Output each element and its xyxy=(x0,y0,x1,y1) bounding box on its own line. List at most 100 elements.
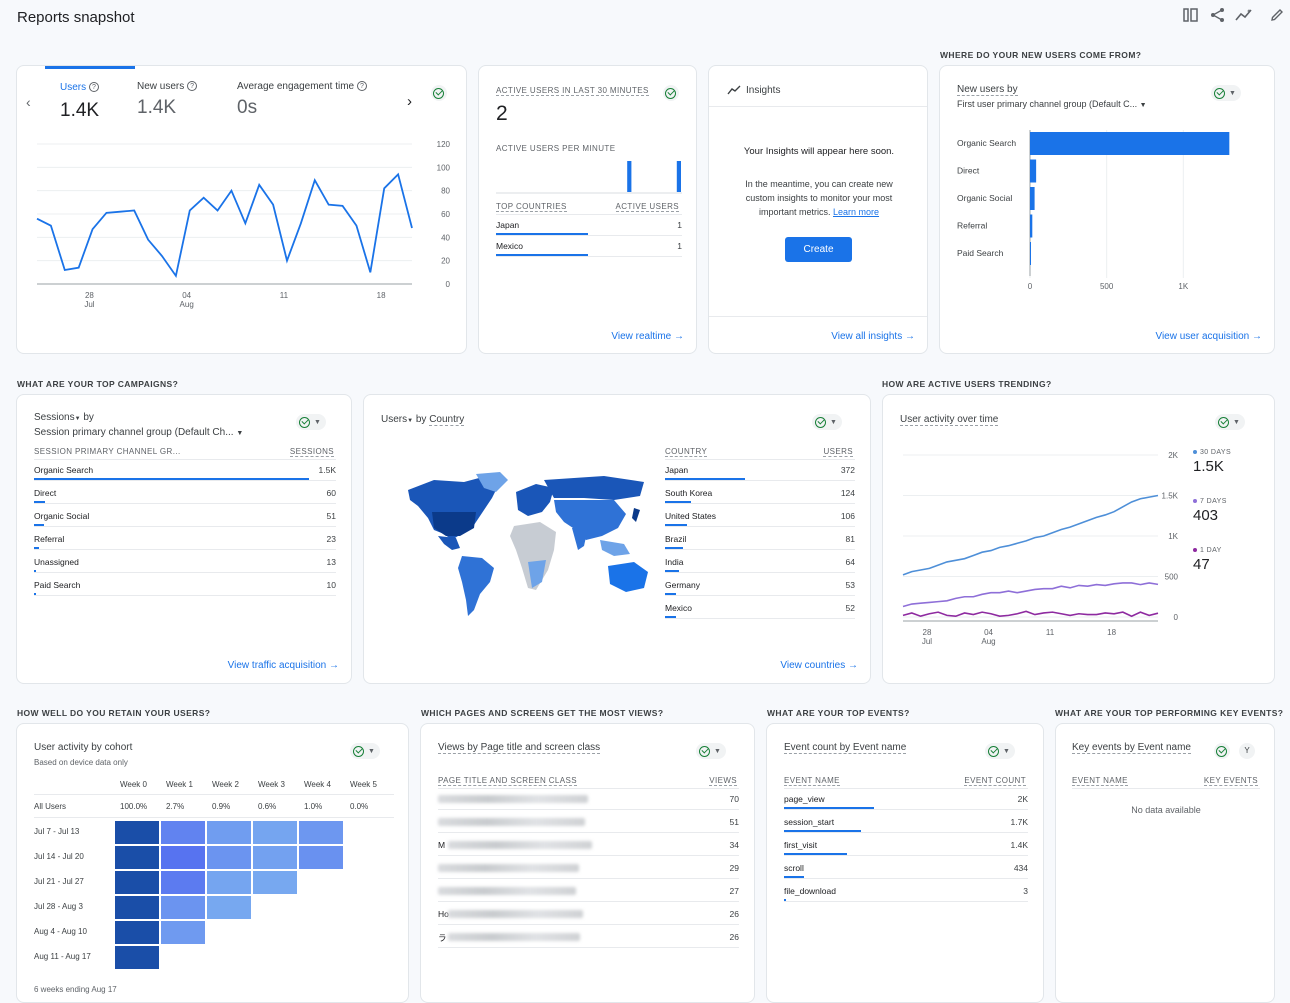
row-bar xyxy=(34,593,36,595)
y-tick-label: 1K xyxy=(1168,532,1178,541)
cohort-footer: 6 weeks ending Aug 17 xyxy=(34,985,117,994)
cohort-cell[interactable] xyxy=(115,821,159,844)
pages-title: Views by Page title and screen class xyxy=(438,742,601,754)
all-users-label: All Users xyxy=(34,802,67,811)
events-title: Event count by Event name xyxy=(784,742,907,754)
view-all-insights-link[interactable]: View all insights → xyxy=(831,331,915,342)
row-divider xyxy=(784,878,1028,879)
view-countries-link[interactable]: View countries → xyxy=(780,660,858,671)
all-users-value: 0.6% xyxy=(258,802,277,811)
row-value: 2K xyxy=(1017,794,1028,804)
check-status-button[interactable]: ▼ xyxy=(696,743,726,759)
create-insight-button[interactable]: Create xyxy=(785,237,852,262)
help-icon: ? xyxy=(187,81,198,92)
cohort-cell[interactable] xyxy=(253,846,297,869)
row-bar xyxy=(784,830,861,832)
learn-more-link[interactable]: Learn more xyxy=(833,207,880,217)
edit-icon[interactable] xyxy=(1270,8,1284,22)
cohort-cell[interactable] xyxy=(253,821,297,844)
per-minute-bar-chart xyxy=(496,161,682,194)
row-divider xyxy=(34,503,336,504)
row-bar xyxy=(34,478,309,480)
all-users-value: 0.9% xyxy=(212,802,231,811)
y-tick-label: 0 xyxy=(446,280,451,289)
cohort-cell[interactable] xyxy=(115,846,159,869)
metric-engagement-tab[interactable]: Average engagement time ? 0s xyxy=(237,66,397,130)
per-minute-label: ACTIVE USERS PER MINUTE xyxy=(496,144,616,153)
cohort-cell[interactable] xyxy=(207,896,251,919)
check-status-button[interactable]: ▼ xyxy=(296,414,326,430)
row-value: 70 xyxy=(729,794,739,804)
map-india xyxy=(572,528,588,550)
row-label: Referral xyxy=(34,534,65,544)
check-status-button[interactable]: ▼ xyxy=(1211,85,1241,101)
arrow-right-icon: → xyxy=(905,331,915,342)
world-map xyxy=(408,472,648,616)
cohort-cell[interactable] xyxy=(161,846,205,869)
activity-legend: 30 DAYS 1.5K 7 DAYS 403 1 DAY 47 xyxy=(1193,449,1273,599)
check-status-button[interactable] xyxy=(663,85,679,101)
cohort-cell[interactable] xyxy=(115,946,159,969)
metric-users-tab[interactable]: Users ? 1.4K xyxy=(45,66,135,130)
country-title[interactable]: Users▼ by Country xyxy=(381,414,465,426)
cohort-cell[interactable] xyxy=(115,896,159,919)
redacted-title xyxy=(438,795,588,803)
cohort-cell[interactable] xyxy=(299,821,343,844)
insights-heading: Your Insights will appear here soon. xyxy=(743,146,895,157)
view-user-acquisition-link[interactable]: View user acquisition → xyxy=(1155,331,1262,342)
check-status-button[interactable]: ▼ xyxy=(985,743,1015,759)
cohort-cell[interactable] xyxy=(207,871,251,894)
check-status-button[interactable]: ▼ xyxy=(350,743,380,759)
section-title-retain: HOW WELL DO YOU RETAIN YOUR USERS? xyxy=(17,708,211,718)
redacted-title xyxy=(448,910,583,918)
map-japan xyxy=(632,508,640,522)
cohort-cell[interactable] xyxy=(161,921,205,944)
y-tick-label: 20 xyxy=(441,257,450,266)
section-title-pages: WHICH PAGES AND SCREENS GET THE MOST VIE… xyxy=(421,708,664,718)
cohort-cell[interactable] xyxy=(207,821,251,844)
cohort-cell[interactable] xyxy=(253,871,297,894)
section-title-active-trending: HOW ARE ACTIVE USERS TRENDING? xyxy=(882,379,1052,389)
cohort-cell[interactable] xyxy=(161,871,205,894)
check-status-button[interactable]: ▼ xyxy=(812,414,842,430)
cohort-cell[interactable] xyxy=(161,896,205,919)
row-bar xyxy=(496,254,588,256)
map-mexico xyxy=(438,536,460,550)
x-tick-month: Aug xyxy=(981,637,995,646)
metric-new-users-tab[interactable]: New users ? 1.4K xyxy=(137,66,227,130)
row-divider xyxy=(438,809,739,810)
view-realtime-link[interactable]: View realtime → xyxy=(611,331,684,342)
x-tick-label: 11 xyxy=(1046,628,1055,637)
x-tick-label: 04 xyxy=(182,291,191,300)
check-status-button[interactable] xyxy=(431,85,447,101)
cohort-cell[interactable] xyxy=(299,846,343,869)
x-tick-label: 28 xyxy=(85,291,94,300)
check-status-button[interactable] xyxy=(1214,743,1230,759)
country-list: Japan 372 South Korea 124 United States 106 Br… xyxy=(665,465,855,630)
events-list: page_view 2K session_start 1.7K first_visit 1… xyxy=(784,794,1028,924)
x-tick-label: 0 xyxy=(1028,282,1033,291)
campaigns-list: Organic Search 1.5K Direct 60 Organic Social… xyxy=(34,465,336,605)
cohort-cell[interactable] xyxy=(115,871,159,894)
prev-metric-button[interactable]: ‹ xyxy=(26,94,31,110)
dimension-selector[interactable]: First user primary channel group (Defaul… xyxy=(957,99,1147,109)
dimension-selector[interactable]: Session primary channel group (Default C… xyxy=(34,427,244,438)
next-metric-button[interactable]: › xyxy=(407,93,412,110)
view-traffic-acquisition-link[interactable]: View traffic acquisition → xyxy=(227,660,339,671)
check-status-button[interactable]: ▼ xyxy=(1215,414,1245,430)
share-icon[interactable] xyxy=(1210,7,1225,23)
legend-item: 1 DAY 47 xyxy=(1193,547,1222,573)
row-label: Mexico xyxy=(665,603,692,613)
cohort-cell[interactable] xyxy=(161,821,205,844)
row-divider xyxy=(438,901,739,902)
x-tick-label: 11 xyxy=(280,291,289,300)
cohort-title: User activity by cohort xyxy=(34,742,133,753)
row-value: 1.5K xyxy=(318,465,337,475)
filter-icon[interactable]: Y xyxy=(1239,743,1255,759)
compare-icon[interactable] xyxy=(1183,8,1199,22)
insights-icon[interactable] xyxy=(1235,8,1253,22)
cohort-cell[interactable] xyxy=(207,846,251,869)
cohort-cell[interactable] xyxy=(115,921,159,944)
row-divider xyxy=(665,526,855,527)
campaigns-title[interactable]: Sessions▼ by xyxy=(34,412,94,423)
